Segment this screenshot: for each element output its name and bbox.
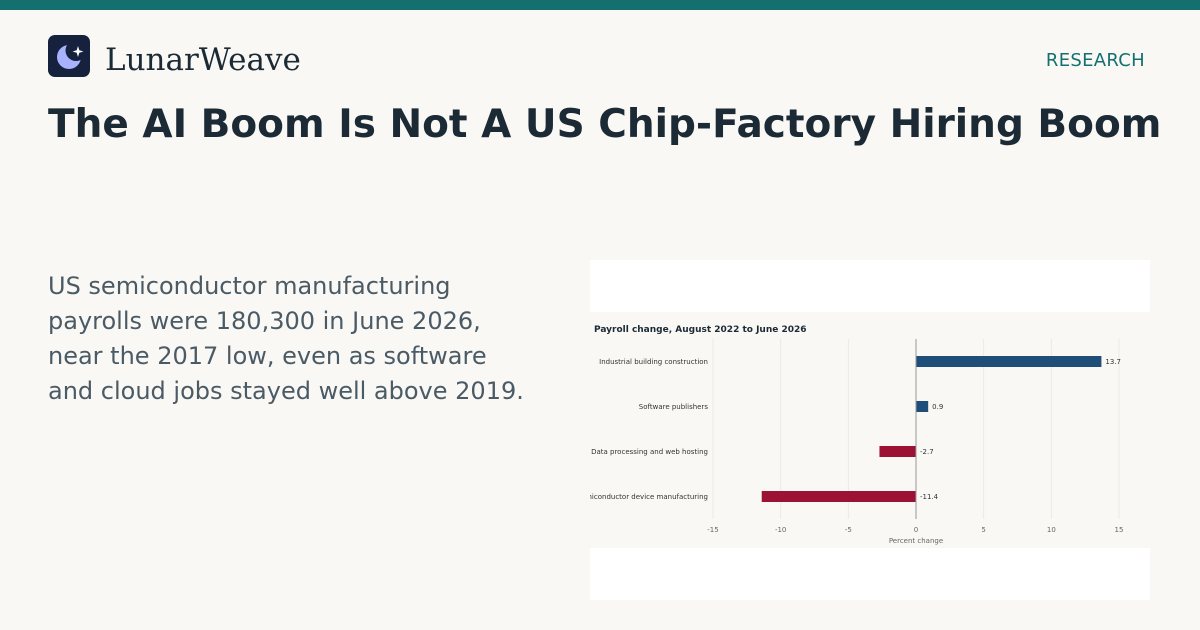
chart-title: Payroll change, August 2022 to June 2026 [594, 325, 807, 335]
chart-category-label: Data processing and web hosting [591, 448, 708, 456]
top-accent-stripe [0, 0, 1200, 10]
brand-logo [48, 35, 90, 77]
page-title: The AI Boom Is Not A US Chip-Factory Hir… [48, 102, 1162, 147]
moon-sparkle-icon [57, 40, 87, 69]
chart-x-tick-label: -10 [775, 526, 786, 534]
chart-x-tick-label: 5 [981, 526, 985, 534]
chart-category-label: Semiconductor device manufacturing [590, 493, 708, 501]
chart-x-tick-label: 10 [1047, 526, 1056, 534]
chart-x-tick-label: 0 [914, 526, 918, 534]
chart-category-label: Industrial building construction [599, 358, 708, 366]
chart-card: Payroll change, August 2022 to June 2026… [590, 260, 1150, 600]
brand-name: LunarWeave [105, 42, 301, 78]
chart-plot-panel [590, 312, 1150, 548]
chart-category-label: Software publishers [639, 403, 709, 411]
chart-x-tick-label: -5 [845, 526, 852, 534]
article-summary: US semiconductor manufacturing payrolls … [48, 272, 524, 405]
chart-value-label: 0.9 [932, 403, 943, 411]
chart-value-label: -11.4 [920, 493, 939, 501]
chart-x-axis-label: Percent change [889, 537, 943, 545]
chart-bar [761, 491, 916, 502]
chart-bar [916, 356, 1102, 367]
chart-x-tick-label: 15 [1115, 526, 1124, 534]
chart-value-label: -2.7 [920, 448, 934, 456]
chart-x-tick-label: -15 [707, 526, 718, 534]
chart-bar [879, 446, 916, 457]
section-label: RESEARCH [1045, 50, 1145, 71]
chart-bar [916, 401, 929, 412]
chart-value-label: 13.7 [1105, 358, 1121, 366]
payroll-change-chart: Payroll change, August 2022 to June 2026… [590, 312, 1150, 548]
